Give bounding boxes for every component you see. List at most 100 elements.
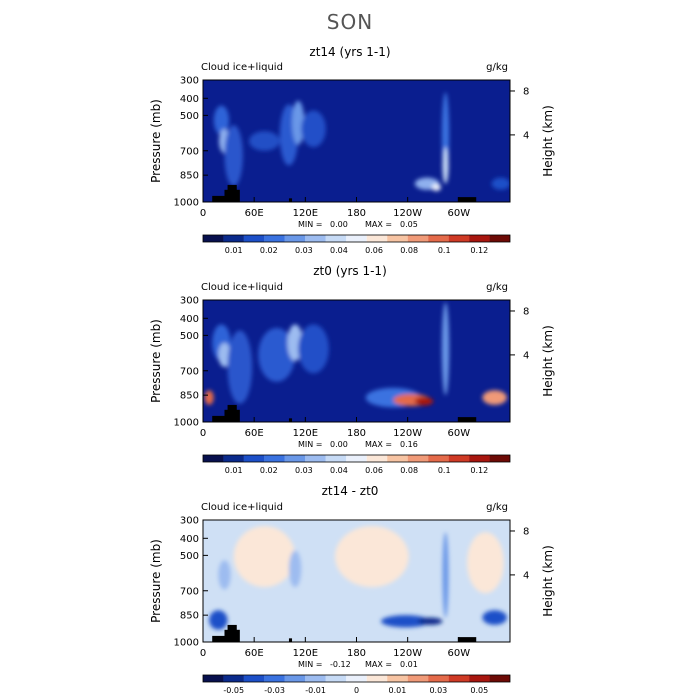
terrain-mask: [227, 404, 237, 422]
colorbar-label: 0.01: [225, 246, 243, 255]
colorbar-label: 0.03: [429, 686, 447, 695]
colorbar-swatch: [448, 455, 470, 462]
colorbar-label: 0.1: [438, 466, 451, 475]
x-tick-label: 180: [347, 648, 366, 659]
y-tick-label: 300: [180, 516, 199, 527]
colorbar-swatch: [346, 235, 367, 242]
panel-title: zt14 - zt0: [322, 484, 379, 498]
page-title: SON: [326, 10, 374, 34]
y-tick-label: 700: [180, 146, 199, 157]
contour-blob: [441, 302, 450, 396]
stats-max-label: MAX =: [365, 660, 392, 669]
units-label: g/kg: [486, 502, 508, 513]
contour-blob: [467, 532, 504, 594]
colorbar-swatch: [428, 235, 449, 242]
terrain-mask: [212, 415, 231, 422]
y-tick-label: 500: [180, 331, 199, 342]
colorbar-swatch: [325, 675, 347, 682]
colorbar-swatch: [387, 235, 408, 242]
y-tick-label: 850: [180, 391, 199, 402]
contour-blob: [491, 177, 510, 190]
y2-axis-label: Height (km): [541, 545, 555, 616]
colorbar-label: -0.05: [223, 686, 244, 695]
colorbar-label: 0.04: [330, 246, 348, 255]
colorbar-swatch: [448, 235, 470, 242]
field-contours: [209, 526, 507, 630]
colorbar: -0.05 -0.03 -0.01 0 0.01 0.03 0.05: [202, 674, 511, 695]
contour-blob: [224, 125, 243, 187]
colorbar-swatch: [366, 235, 388, 242]
stats-min-label: MIN =: [298, 220, 323, 229]
colorbar-label: 0.06: [365, 246, 383, 255]
contour-blob: [233, 526, 296, 588]
colorbar-swatch: [366, 455, 388, 462]
y-tick-label: 300: [180, 296, 199, 307]
field-contours: [204, 302, 507, 408]
colorbar-swatch: [284, 455, 306, 462]
colorbar-swatch: [243, 235, 265, 242]
contour-blob: [213, 105, 230, 135]
colorbar-swatch: [284, 675, 306, 682]
colorbar-swatch: [387, 675, 408, 682]
colorbar-swatch: [264, 235, 285, 242]
colorbar-label: 0.1: [438, 246, 451, 255]
colorbar-swatch: [346, 675, 367, 682]
terrain-mask: [288, 418, 293, 422]
colorbar-label: 0.03: [295, 246, 313, 255]
contour-blob: [482, 390, 507, 405]
colorbar-swatch: [387, 455, 408, 462]
stats-min-label: MIN =: [298, 660, 323, 669]
colorbar-swatch: [223, 675, 244, 682]
x-tick-label: 60E: [245, 648, 264, 659]
colorbar-label: 0: [354, 686, 359, 695]
x-tick-label: 60W: [448, 208, 471, 219]
colorbar-label: 0.03: [295, 466, 313, 475]
colorbar-swatch: [243, 455, 265, 462]
colorbar-swatch: [469, 235, 490, 242]
y-tick-label: 850: [180, 611, 199, 622]
x-tick-label: 120E: [293, 648, 318, 659]
colorbar-swatch: [223, 455, 244, 462]
colorbar-swatch: [203, 675, 224, 682]
y-axis-label: Pressure (mb): [149, 319, 163, 403]
y-tick-label: 300: [180, 76, 199, 87]
stats-max-label: MAX =: [365, 220, 392, 229]
terrain-mask: [288, 198, 293, 202]
y-tick-label: 400: [180, 534, 199, 545]
x-tick-label: 0: [200, 428, 206, 439]
colorbar-swatch: [305, 235, 326, 242]
terrain-mask: [227, 624, 237, 642]
contour-blob: [381, 615, 431, 628]
plot-area: [203, 300, 510, 422]
contour-blob: [431, 183, 441, 192]
terrain-mask: [227, 184, 237, 202]
contour-blob: [417, 617, 443, 625]
colorbar-label: 0.02: [260, 246, 278, 255]
y-tick-label: 700: [180, 586, 199, 597]
colorbar-swatch: [489, 455, 510, 462]
colorbar-label: 0.08: [400, 466, 418, 475]
y-tick-label: 500: [180, 111, 199, 122]
colorbar-swatch: [366, 675, 388, 682]
colorbar-label: 0.01: [389, 686, 407, 695]
y2-tick-label: 4: [523, 130, 529, 141]
x-tick-label: 120E: [293, 208, 318, 219]
y2-tick-label: 4: [523, 570, 529, 581]
colorbar-frame: [202, 674, 511, 683]
stats-max-value: 0.05: [400, 220, 418, 229]
x-tick-label: 180: [347, 208, 366, 219]
y2-tick-label: 8: [523, 86, 529, 97]
colorbar-swatch: [448, 675, 470, 682]
contour-blob: [204, 390, 214, 405]
y-tick-label: 700: [180, 366, 199, 377]
terrain-mask: [212, 195, 231, 202]
colorbar-label: -0.01: [305, 686, 326, 695]
x-tick-label: 120W: [393, 208, 422, 219]
colorbar: 0.01 0.02 0.03 0.04 0.06 0.08 0.1 0.12: [202, 234, 511, 255]
contour-blob: [482, 610, 507, 625]
variable-label: Cloud ice+liquid: [201, 502, 283, 513]
variable-label: Cloud ice+liquid: [201, 62, 283, 73]
stats-min-value: 0.00: [330, 220, 348, 229]
contour-blob: [414, 396, 434, 406]
